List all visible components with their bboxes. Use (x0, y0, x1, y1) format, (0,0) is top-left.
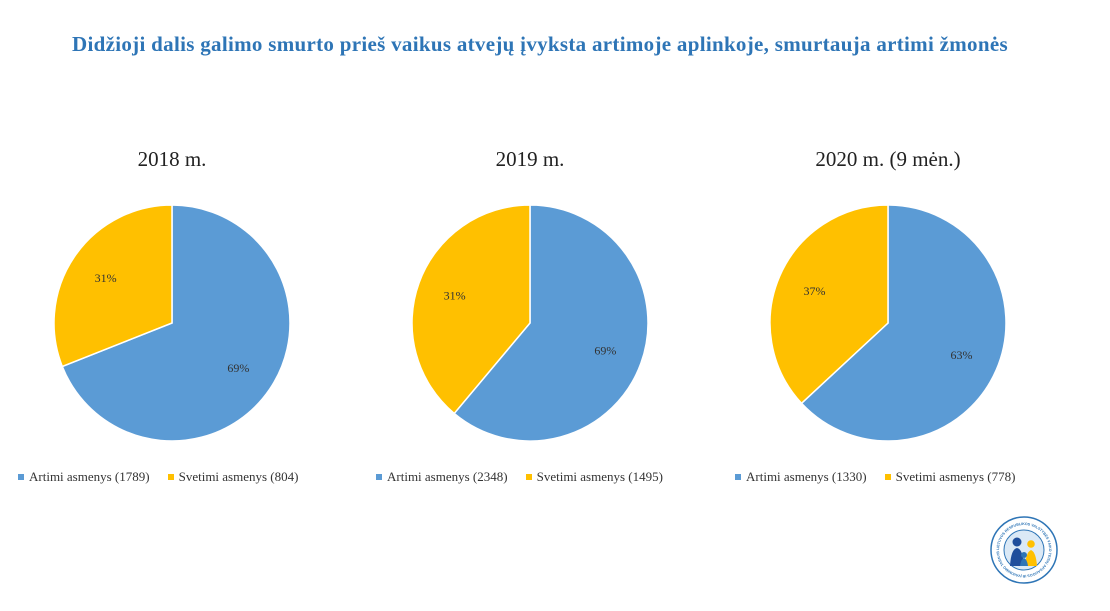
pie-slice-2019-svetimi (411, 204, 531, 415)
pie-slice-2020-artimi (800, 204, 1007, 442)
legend-item-svetimi: Svetimi asmenys (804) (167, 469, 299, 485)
legend-swatch-svetimi (525, 474, 532, 480)
page-title: Didžioji dalis galimo smurto prieš vaiku… (72, 32, 1008, 56)
pie-slice-2019-artimi (453, 204, 649, 442)
legend-item-svetimi: Svetimi asmenys (778) (884, 469, 1016, 485)
logo-graphic: LIETUVOS RESPUBLIKOS VALSTYBĖS VAIKO TEI… (989, 513, 1058, 584)
legend-swatch-artimi (18, 474, 24, 480)
legend-swatch-svetimi (167, 474, 174, 480)
pie-label-2019-artimi: 69% (594, 343, 616, 357)
legend-item-artimi: Artimi asmenys (2348) (376, 469, 508, 485)
legend-label-svetimi: Svetimi asmenys (778) (895, 469, 1016, 484)
pie-label-2020-artimi: 63% (951, 348, 973, 362)
legend-item-svetimi: Svetimi asmenys (1495) (525, 469, 663, 485)
legend-label-svetimi: Svetimi asmenys (1495) (536, 469, 663, 484)
chart-title-2019: 2019 m. (495, 147, 565, 171)
pie-slice-2020-svetimi (769, 204, 889, 405)
legend-swatch-artimi (376, 474, 382, 480)
chart-title-2020: 2020 m. (9 mėn.) (815, 147, 961, 171)
pie-label-2020-svetimi: 37% (803, 284, 825, 298)
legend-label-artimi: Artimi asmenys (1330) (746, 469, 867, 484)
legend-swatch-artimi (735, 474, 741, 480)
child-rights-seal-icon: LIETUVOS RESPUBLIKOS VALSTYBĖS VAIKO TEI… (989, 513, 1058, 584)
chart-title-2018: 2018 m. (137, 147, 207, 171)
pie-label-2018-artimi: 69% (227, 361, 249, 375)
legend-2019: Artimi asmenys (2348) Svetimi asmenys (1… (376, 468, 681, 486)
pie-slice-2018-artimi (61, 204, 291, 442)
legend-item-artimi: Artimi asmenys (1330) (735, 469, 867, 485)
pie-label-2018-svetimi: 31% (95, 271, 117, 285)
legend-swatch-svetimi (884, 474, 891, 480)
legend-2020: Artimi asmenys (1330) Svetimi asmenys (7… (735, 468, 1033, 486)
legend-item-artimi: Artimi asmenys (1789) (18, 469, 150, 485)
legend-label-artimi: Artimi asmenys (1789) (29, 469, 150, 484)
legend-label-svetimi: Svetimi asmenys (804) (178, 469, 299, 484)
pie-label-2019-svetimi: 31% (444, 289, 466, 303)
pie-slice-2018-svetimi (53, 204, 173, 368)
legend-label-artimi: Artimi asmenys (2348) (387, 469, 508, 484)
legend-2018: Artimi asmenys (1789) Svetimi asmenys (8… (18, 468, 316, 486)
